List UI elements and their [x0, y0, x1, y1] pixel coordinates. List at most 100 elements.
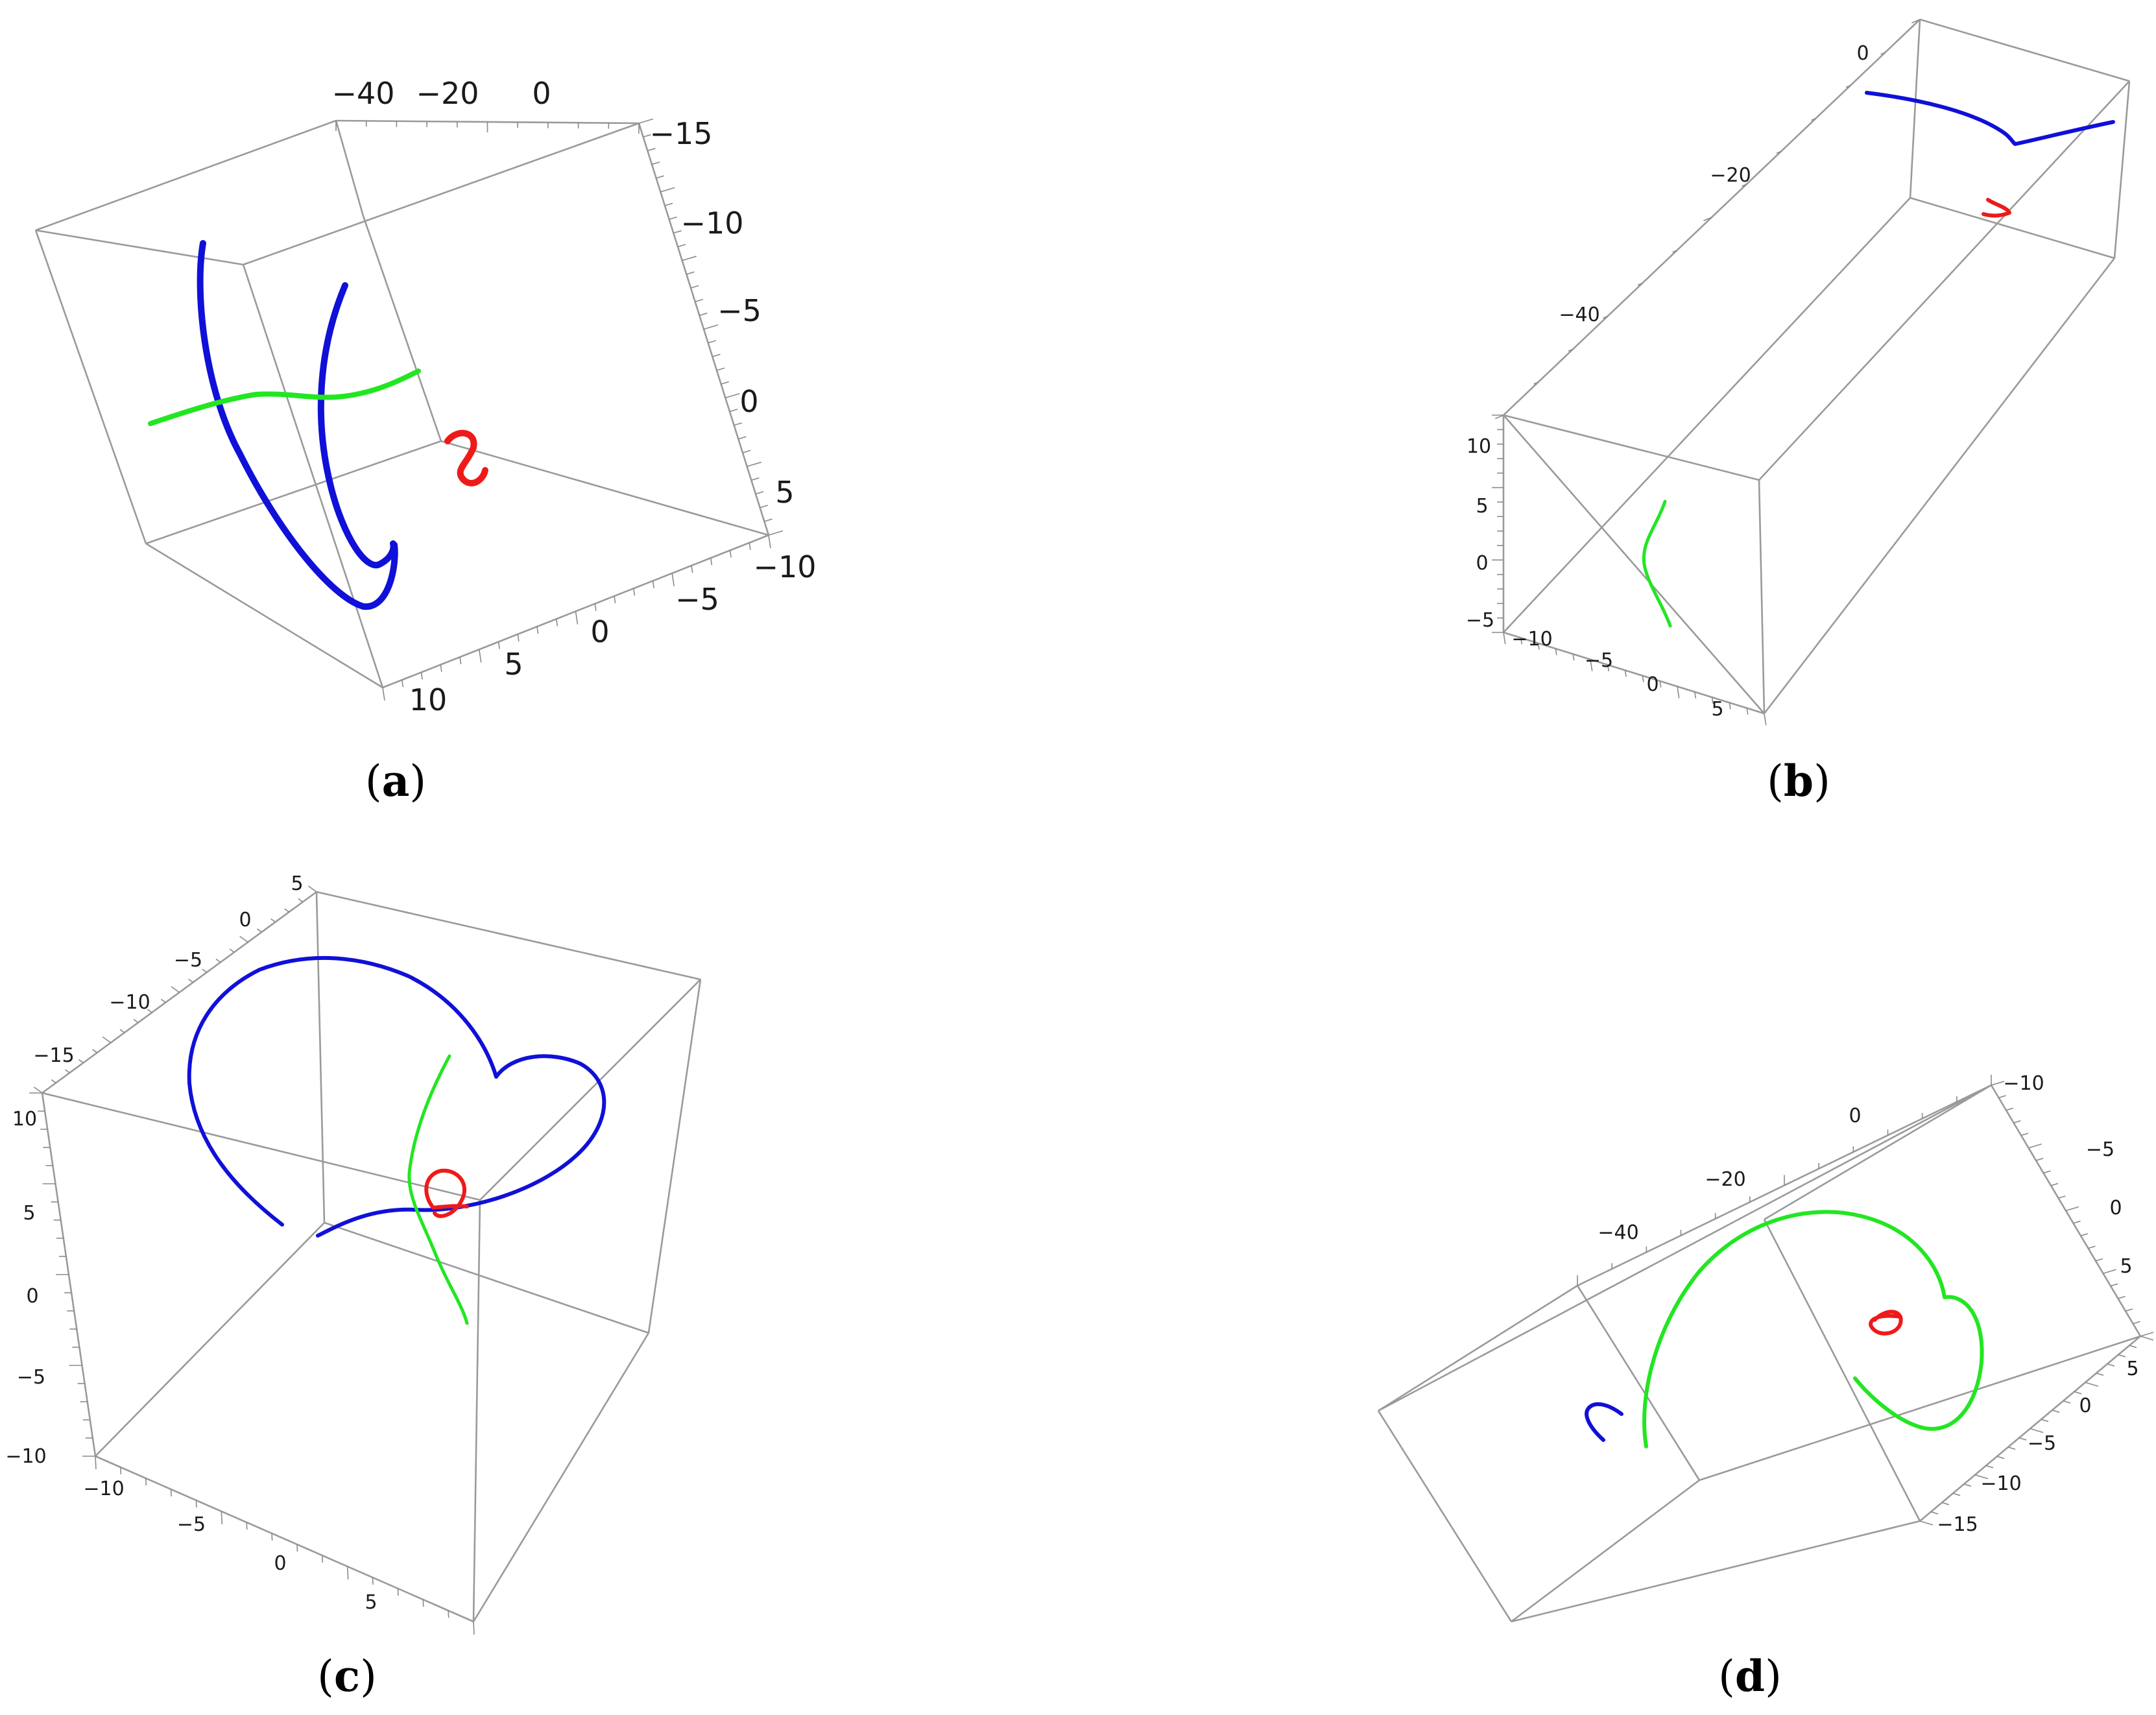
axis-tick	[652, 581, 654, 588]
axis-tick	[669, 216, 677, 220]
axis-tick	[664, 202, 673, 206]
axis-tick	[170, 1489, 172, 1497]
axis-tick	[1677, 686, 1680, 699]
tick-label: −5	[1585, 649, 1613, 672]
axis-tick	[638, 118, 654, 124]
tick-label: 10	[409, 682, 448, 717]
axis-tick	[536, 626, 539, 634]
tick-label: 0	[239, 909, 251, 931]
axis-tick	[656, 175, 664, 179]
box-edge	[1511, 1520, 1921, 1623]
tick-label: −40	[1598, 1221, 1638, 1244]
axis-tick	[298, 898, 304, 903]
axis-tick	[296, 1544, 298, 1552]
box-edge	[1503, 414, 1765, 714]
axis-tick	[2043, 1170, 2051, 1174]
axis-tick	[1845, 84, 1851, 88]
tick-label: 0	[1646, 673, 1659, 696]
axis-tick	[690, 285, 699, 289]
tick-label: −5	[174, 949, 202, 972]
axis-tick	[147, 1009, 152, 1013]
box-edge	[242, 264, 384, 688]
caption-close: )	[1814, 756, 1830, 806]
caption-letter: b	[1783, 756, 1814, 806]
axis-tick	[614, 595, 616, 604]
caption-close: )	[1765, 1651, 1782, 1701]
axis-tick	[682, 256, 697, 261]
axis-tick	[517, 634, 520, 642]
axis-tick	[2028, 1143, 2042, 1149]
tick-label: −10	[1980, 1472, 2021, 1495]
tick-label: 0	[1856, 42, 1869, 65]
tick-label: −5	[1466, 609, 1494, 632]
axis-tick	[1495, 414, 1504, 420]
tick-label: 0	[532, 76, 551, 111]
caption-close: )	[409, 756, 427, 806]
axis-tick	[1729, 702, 1731, 710]
axis-tick	[1568, 348, 1574, 352]
tick-label: 5	[1711, 698, 1723, 721]
caption-letter: a	[381, 756, 410, 806]
axis-tick	[1533, 381, 1539, 385]
axis-tick	[2052, 1409, 2060, 1413]
tick-label: 0	[1476, 552, 1488, 575]
caption-open: (	[1718, 1651, 1735, 1701]
box-edge	[35, 119, 337, 232]
axis-tick	[78, 1059, 84, 1064]
caption-open: (	[365, 756, 382, 806]
axis-tick	[2107, 1363, 2115, 1367]
tick-label: −20	[416, 76, 479, 111]
tick-label: −10	[680, 206, 743, 241]
axis-tick	[660, 187, 675, 193]
axis-tick	[2018, 1437, 2027, 1441]
tick-label: 0	[274, 1552, 286, 1575]
tick-label: −10	[83, 1478, 124, 1500]
axis-tick	[2013, 1120, 2021, 1123]
tick-label: 5	[2126, 1358, 2138, 1380]
axis-tick	[1503, 632, 1506, 645]
caption-letter: c	[333, 1651, 361, 1701]
series-blue-curve-2	[317, 282, 397, 569]
axis-tick	[171, 986, 180, 993]
box-edge	[1919, 18, 2130, 82]
series-green-curve	[1642, 499, 1672, 628]
box-edge	[1763, 1219, 1921, 1522]
axis-tick	[1624, 670, 1627, 677]
axis-tick	[2041, 1419, 2049, 1422]
axis-tick	[195, 1500, 197, 1508]
axis-tick	[1974, 1474, 1989, 1480]
axis-tick	[2118, 1295, 2126, 1299]
axis-tick	[2065, 1206, 2079, 1212]
axis-tick	[651, 162, 660, 165]
axis-tick	[221, 1511, 223, 1525]
axis-tick	[1603, 315, 1608, 319]
axis-tick	[440, 664, 442, 672]
axis-tick	[33, 1086, 43, 1094]
axis-tick	[1996, 1456, 2005, 1459]
axis-tick	[119, 1029, 125, 1033]
box-edge	[243, 122, 640, 266]
axis-tick	[2125, 1308, 2133, 1312]
axis-tick	[1520, 638, 1523, 645]
axis-tick	[1572, 654, 1575, 661]
axis-tick	[632, 588, 636, 596]
axis-tick	[768, 530, 784, 536]
tick-label: 5	[23, 1202, 35, 1225]
box-edge	[1764, 1084, 1992, 1221]
tick-label: 5	[1476, 495, 1488, 518]
tick-label: 0	[739, 384, 758, 419]
box-edge	[1378, 1084, 1992, 1412]
box-edge	[1503, 631, 1765, 715]
axis-tick	[2080, 1233, 2089, 1236]
tick-label: 5	[504, 647, 523, 682]
axis-tick	[699, 312, 708, 317]
axis-tick	[2140, 1336, 2154, 1341]
box-edge	[35, 229, 244, 266]
box-edge	[316, 891, 701, 981]
axis-tick	[2030, 1428, 2044, 1433]
axis-tick	[729, 409, 738, 413]
axis-tick	[2096, 1373, 2104, 1376]
axis-tick	[64, 1069, 70, 1073]
axis-tick	[448, 1610, 449, 1618]
